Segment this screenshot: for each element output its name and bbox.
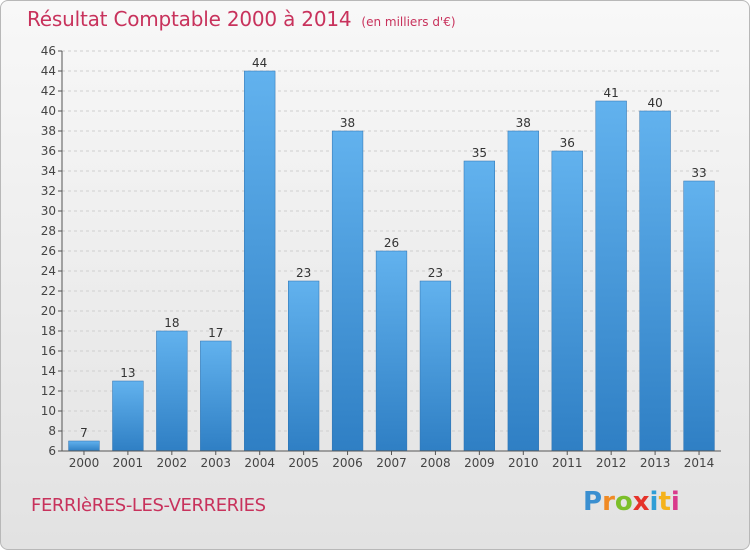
x-tick-label: 2002	[157, 456, 188, 470]
y-tick-label: 32	[41, 184, 56, 198]
bar-value-label: 13	[120, 366, 135, 380]
x-tick-label: 2010	[508, 456, 539, 470]
bar-value-label: 23	[296, 266, 311, 280]
x-tick-label: 2004	[244, 456, 275, 470]
y-tick-label: 12	[41, 384, 56, 398]
bar-2013[interactable]	[639, 110, 671, 452]
chart-title: Résultat Comptable 2000 à 2014 (en millie…	[27, 7, 456, 31]
bar-value-label: 18	[164, 316, 179, 330]
x-tick-label: 2011	[552, 456, 583, 470]
bar-2003[interactable]	[200, 340, 232, 452]
y-tick-label: 18	[41, 324, 56, 338]
logo-letter: o	[614, 487, 633, 517]
x-tick-label: 2006	[332, 456, 363, 470]
x-tick-label: 2005	[288, 456, 319, 470]
bar-value-label: 33	[691, 166, 706, 180]
bar-value-label: 44	[252, 56, 267, 70]
y-tick-label: 34	[41, 164, 56, 178]
bar-2012[interactable]	[595, 100, 627, 452]
x-tick-label: 2014	[684, 456, 715, 470]
bar-2011[interactable]	[551, 150, 583, 452]
y-tick-label: 24	[41, 264, 56, 278]
y-tick-label: 16	[41, 344, 56, 358]
y-tick-label: 8	[48, 424, 56, 438]
x-tick-label: 2013	[640, 456, 671, 470]
logo-letter: t	[658, 487, 671, 517]
y-tick-label: 22	[41, 284, 56, 298]
y-tick-label: 44	[41, 64, 56, 78]
bar-value-label: 26	[384, 236, 399, 250]
x-tick-label: 2003	[200, 456, 231, 470]
y-tick-label: 42	[41, 84, 56, 98]
bar-value-label: 38	[340, 116, 355, 130]
bar-value-label: 17	[208, 326, 223, 340]
bar-value-label: 41	[604, 86, 619, 100]
bar-value-label: 7	[80, 426, 88, 440]
y-tick-label: 20	[41, 304, 56, 318]
x-tick-label: 2008	[420, 456, 451, 470]
bar-2010[interactable]	[507, 130, 539, 452]
x-tick-label: 2001	[113, 456, 144, 470]
y-tick-label: 14	[41, 364, 56, 378]
bar-2004[interactable]	[244, 70, 276, 452]
y-tick-label: 36	[41, 144, 56, 158]
x-tick-label: 2012	[596, 456, 627, 470]
chart-title-text: Résultat Comptable 2000 à 2014	[27, 7, 352, 31]
bar-value-label: 40	[647, 96, 662, 110]
logo-letter: P	[583, 487, 603, 517]
bar-2006[interactable]	[331, 130, 364, 452]
proxiti-logo[interactable]: Proxiti	[583, 487, 680, 517]
x-tick-label: 2009	[464, 456, 495, 470]
y-tick-label: 10	[41, 404, 56, 418]
y-tick-label: 26	[41, 244, 56, 258]
logo-letter: r	[602, 487, 615, 517]
bar-value-label: 38	[516, 116, 531, 130]
y-tick-label: 30	[41, 204, 56, 218]
x-tick-label: 2007	[376, 456, 407, 470]
bar-2009[interactable]	[463, 160, 495, 452]
y-tick-label: 6	[48, 444, 56, 458]
y-tick-label: 40	[41, 104, 56, 118]
chart-subtitle: (en milliers d'€)	[361, 15, 456, 29]
bar-2002[interactable]	[156, 330, 188, 452]
bar-2007[interactable]	[375, 250, 408, 452]
y-tick-label: 38	[41, 124, 56, 138]
y-tick-label: 46	[41, 44, 56, 58]
bar-value-label: 35	[472, 146, 487, 160]
y-tick-label: 28	[41, 224, 56, 238]
logo-letter: i	[649, 487, 659, 517]
bar-2008[interactable]	[419, 280, 452, 452]
axes: 6 8 10 12 14 16 18 20 22 24 26 28 30 32 34 36 38 40 42 44 46…	[41, 44, 721, 470]
bar-value-label: 23	[428, 266, 443, 280]
bar-2005[interactable]	[288, 280, 320, 452]
bar-value-label: 36	[560, 136, 575, 150]
logo-letter: x	[632, 487, 650, 517]
x-tick-label: 2000	[69, 456, 100, 470]
commune-name: FERRIèRES-LES-VERRERIES	[31, 495, 266, 516]
bar-2014[interactable]	[683, 180, 715, 452]
logo-letter: i	[670, 487, 680, 517]
bar-2001[interactable]	[112, 380, 144, 452]
bars: 7 13 18 17 44 23 38 26 23 35 38 36 41 40 33	[68, 56, 715, 452]
bar-2000[interactable]	[68, 440, 100, 452]
